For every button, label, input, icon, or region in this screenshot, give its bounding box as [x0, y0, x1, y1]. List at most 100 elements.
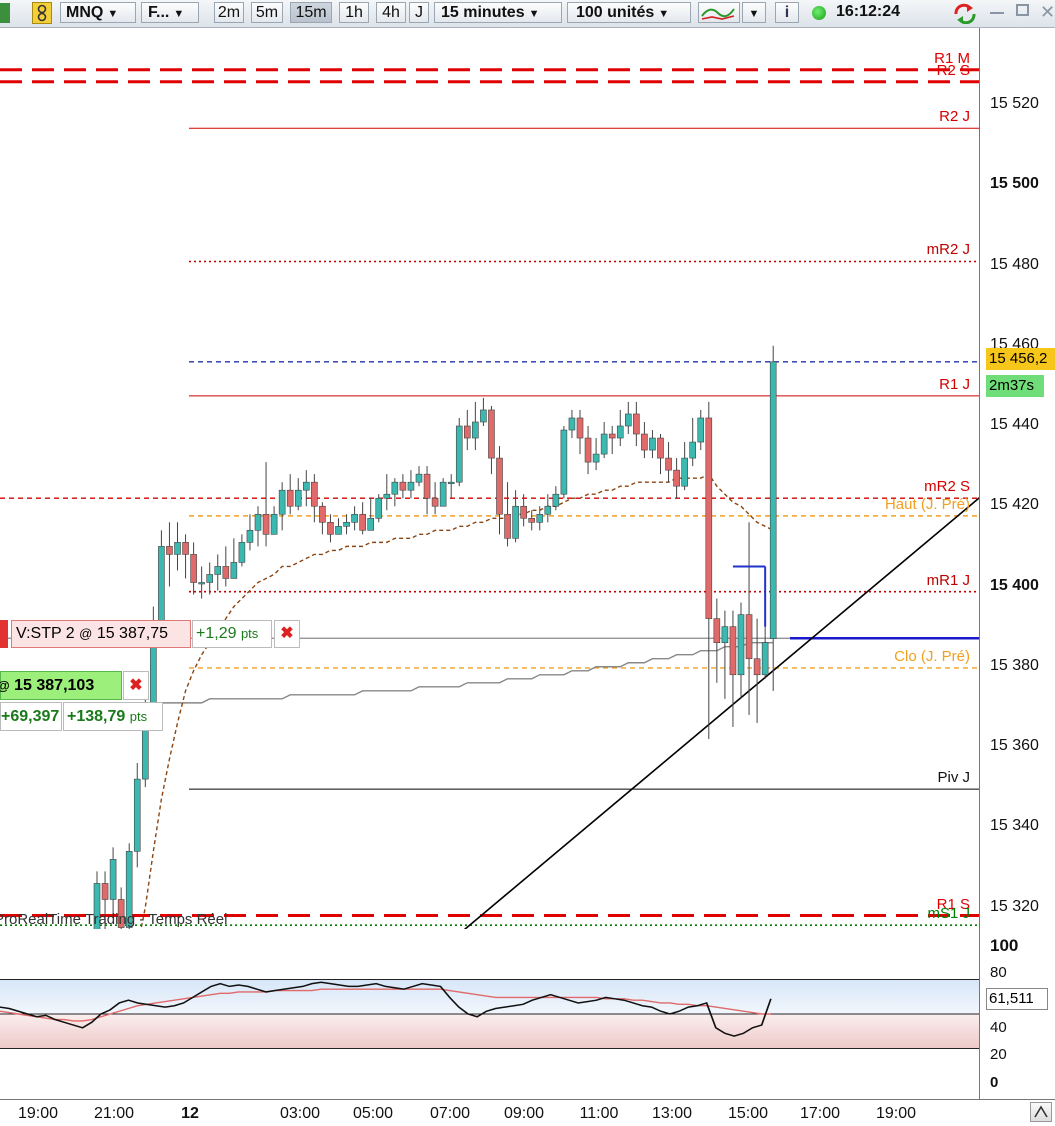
time-label-5: 07:00 — [429, 1105, 471, 1122]
time-label-2: 12 — [181, 1105, 199, 1122]
stop-order-handle[interactable] — [0, 620, 8, 648]
candle-body-71 — [665, 457, 672, 471]
moving-average-long — [97, 641, 774, 704]
position-pts: +138,79 — [67, 708, 126, 725]
oscillator-panel[interactable] — [0, 929, 979, 1099]
watermark: ProRealTime Trading - Temps Réel — [0, 911, 228, 928]
candle-body-13 — [198, 582, 205, 585]
maximize-icon[interactable] — [1016, 4, 1029, 16]
stop-order-tag[interactable]: V:STP 2 @ 15 387,75 +1,29 pts ✖ — [0, 620, 300, 648]
candle-body-36 — [383, 493, 391, 499]
stop-order-box[interactable]: V:STP 2 @ 15 387,75 — [11, 620, 191, 648]
time-axis[interactable]: 19:00 21:00 12 03:00 05:00 07:00 09:00 11:00 13:… — [0, 1099, 1055, 1125]
candle-body-41 — [423, 473, 431, 499]
price-label-10: 15 320 — [990, 897, 1039, 915]
candle-body-2 — [109, 859, 117, 900]
candle-body-20 — [254, 513, 262, 531]
candle-body-32 — [351, 513, 358, 523]
position-box[interactable]: @ 15 387,103 — [0, 671, 122, 700]
level-label-5: mR2 S — [924, 478, 970, 496]
candle-body-8 — [158, 546, 165, 627]
chart-type-icon[interactable] — [0, 3, 10, 23]
time-label-11: 19:00 — [875, 1105, 917, 1122]
candle-body-25 — [294, 489, 302, 507]
level-label-1: R2 S — [936, 61, 970, 79]
timeframe-4h[interactable]: 4h — [376, 2, 406, 23]
chevron-down-icon: ▼ — [658, 8, 670, 20]
timeframe-5m[interactable]: 5m — [251, 2, 283, 23]
candle-body-19 — [246, 530, 254, 543]
link-icon[interactable] — [32, 2, 52, 24]
candle-body-49 — [488, 409, 495, 459]
refresh-icon[interactable] — [950, 2, 980, 25]
price-chart-canvas — [0, 68, 979, 929]
price-label-5: 15 420 — [990, 496, 1039, 514]
candle-body-24 — [286, 489, 294, 507]
current-price-tag: 15 456,2 — [986, 348, 1055, 370]
axis-settings-icon[interactable] — [1030, 1102, 1052, 1122]
symbol-selector[interactable]: MNQ ▼ — [60, 2, 136, 23]
candle-body-75 — [697, 417, 705, 443]
oscillator-value-tag: 61,511 — [986, 988, 1048, 1010]
info-button[interactable]: i — [775, 2, 799, 23]
cancel-stop-order-button[interactable]: ✖ — [274, 620, 300, 648]
candle-body-26 — [302, 481, 310, 491]
candle-body-83 — [761, 642, 769, 676]
indicators-menu-button[interactable]: ▼ — [742, 2, 766, 23]
candle-body-61 — [584, 437, 592, 463]
indicators-button[interactable] — [698, 2, 740, 23]
oscillator-canvas — [0, 979, 979, 1049]
candle-body-1 — [101, 883, 109, 900]
timeframe-daily[interactable]: J — [409, 2, 429, 23]
chevron-down-icon: ▼ — [748, 8, 760, 20]
candle-body-12 — [190, 554, 197, 583]
oscillator-label-1: 80 — [990, 963, 1007, 981]
contract-selector[interactable]: F... ▼ — [141, 2, 199, 23]
interval-label: 15 minutes — [441, 4, 525, 21]
level-label-3: mR2 J — [926, 241, 970, 259]
price-chart[interactable]: R1 M R2 S R2 J mR2 J R1 J mR2 S Haut (J. Pré) m… — [0, 28, 979, 929]
level-label-9: Piv J — [937, 769, 970, 787]
candle-body-30 — [335, 526, 342, 535]
candle-body-27 — [311, 481, 318, 507]
timeframe-1h[interactable]: 1h — [339, 2, 369, 23]
time-label-10: 17:00 — [799, 1105, 841, 1122]
candle-body-40 — [415, 473, 423, 483]
chevron-down-icon: ▼ — [107, 8, 119, 20]
candle-body-56 — [544, 505, 552, 515]
position-tag[interactable]: @ 15 387,103 ✖ +69,397 +138,79 pts — [0, 671, 164, 731]
candle-body-10 — [174, 542, 181, 555]
stop-order-pts-unit: pts — [240, 626, 259, 641]
status-dot-icon — [812, 6, 826, 20]
candle-body-64 — [608, 433, 616, 439]
candle-body-51 — [504, 513, 511, 539]
close-position-button[interactable]: ✖ — [123, 671, 149, 700]
candle-body-4 — [125, 851, 133, 928]
close-icon[interactable]: ✕ — [1040, 2, 1055, 22]
units-label: 100 unités — [576, 4, 655, 21]
candle-body-59 — [568, 417, 576, 431]
price-axis[interactable]: 15 520 15 500 15 480 15 460 15 440 15 420 15 4… — [979, 28, 1055, 1099]
candle-body-21 — [262, 513, 270, 535]
interval-selector[interactable]: 15 minutes ▼ — [434, 2, 562, 23]
candle-body-53 — [520, 505, 527, 519]
candle-body-47 — [472, 421, 479, 439]
price-label-2: 15 480 — [990, 255, 1039, 273]
time-label-7: 11:00 — [579, 1105, 619, 1122]
candle-body-5 — [133, 778, 141, 852]
level-label-11: mS1 J — [927, 905, 970, 923]
units-selector[interactable]: 100 unités ▼ — [567, 2, 691, 23]
time-label-0: 19:00 — [17, 1105, 59, 1122]
price-label-0: 15 520 — [990, 95, 1039, 112]
candle-body-14 — [206, 574, 213, 583]
timeframe-15m[interactable]: 15m — [290, 2, 332, 23]
minimize-icon[interactable] — [990, 12, 1004, 14]
position-price: 15 387,103 — [14, 677, 95, 694]
level-label-0: R1 M — [934, 49, 970, 67]
candle-body-81 — [745, 614, 753, 660]
time-label-1: 21:00 — [93, 1105, 135, 1122]
candle-body-15 — [214, 566, 222, 575]
oscillator-label-3: 40 — [990, 1018, 1007, 1036]
candle-body-60 — [576, 417, 584, 439]
timeframe-2m[interactable]: 2m — [214, 2, 244, 23]
